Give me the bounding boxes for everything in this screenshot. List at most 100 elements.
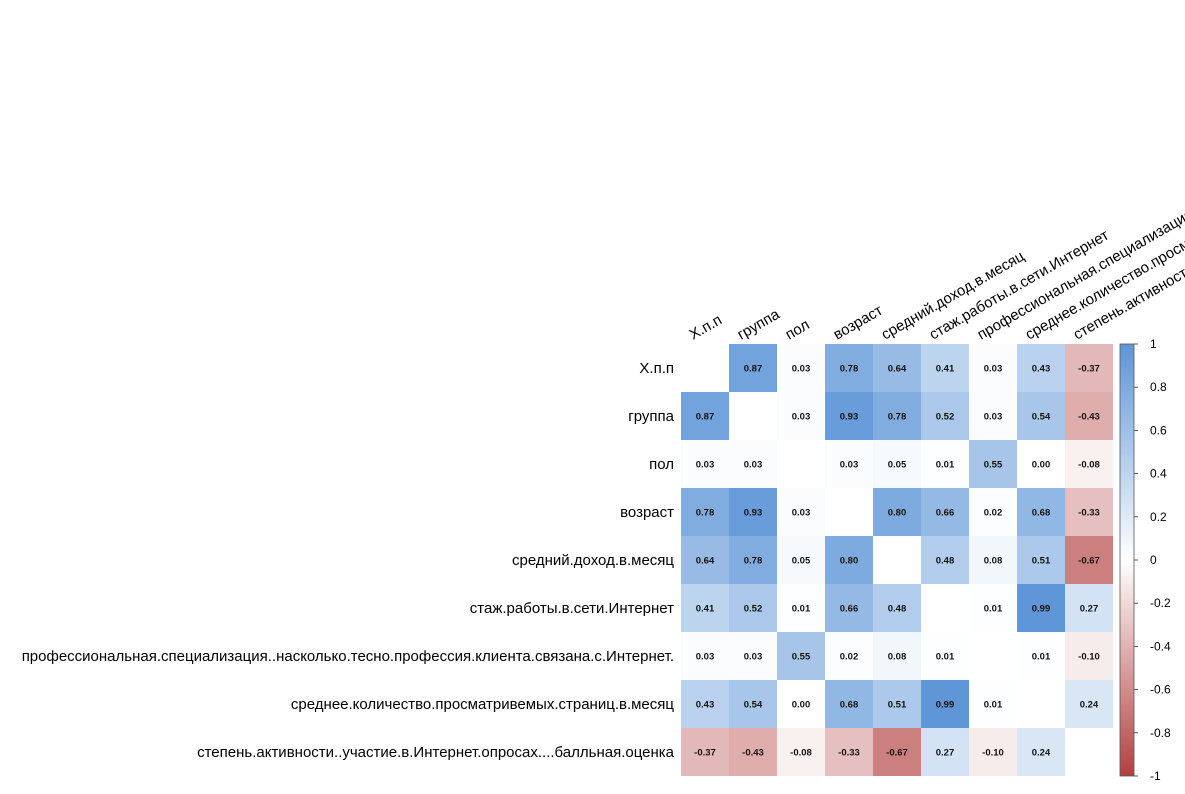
- cell-value-label: 0.03: [744, 460, 763, 471]
- cell-value-label: 0.52: [744, 604, 763, 615]
- cell-value-label: 0.48: [888, 604, 907, 615]
- cell-value-label: 0.80: [888, 508, 907, 519]
- cell-value-label: 0.02: [984, 508, 1003, 519]
- row-label: стаж.работы.в.сети.Интернет: [470, 600, 674, 617]
- cell-value-label: 0.01: [984, 700, 1003, 711]
- legend-tick-label: 1: [1150, 337, 1157, 351]
- row-label: группа: [628, 408, 674, 425]
- heatmap-cell: [969, 632, 1017, 680]
- cell-value-label: 0.78: [744, 556, 763, 567]
- cell-value-label: -0.43: [1078, 412, 1100, 423]
- cell-value-label: 0.01: [936, 652, 955, 663]
- cell-value-label: -0.10: [1078, 652, 1100, 663]
- cell-value-label: 0.03: [984, 412, 1003, 423]
- heatmap-cell: [1017, 680, 1065, 728]
- legend-colorbar: [1120, 344, 1134, 776]
- cell-value-label: 0.03: [792, 412, 811, 423]
- cell-value-label: 0.99: [936, 700, 955, 711]
- heatmap-cell: [873, 536, 921, 584]
- cell-value-label: 0.02: [840, 652, 859, 663]
- cell-value-label: 0.78: [696, 508, 715, 519]
- cell-value-label: 0.03: [840, 460, 859, 471]
- cell-value-label: 0.48: [936, 556, 955, 567]
- column-label: возраст: [831, 302, 886, 344]
- cell-value-label: 0.03: [696, 652, 715, 663]
- cell-value-label: 0.01: [792, 604, 811, 615]
- cell-value-label: -0.08: [1078, 460, 1100, 471]
- heatmap-cell: [729, 392, 777, 440]
- cell-value-label: 0.24: [1032, 748, 1051, 759]
- cell-value-label: -0.37: [694, 748, 716, 759]
- cell-value-label: 0.51: [1032, 556, 1051, 567]
- heatmap-cell: [777, 440, 825, 488]
- cell-value-label: 0.64: [888, 364, 907, 375]
- cell-value-label: 0.03: [744, 652, 763, 663]
- cell-value-label: 0.66: [936, 508, 955, 519]
- cell-value-label: 0.64: [696, 556, 715, 567]
- cell-value-label: 0.03: [792, 364, 811, 375]
- cell-value-label: 0.43: [1032, 364, 1051, 375]
- legend-tick-label: -0.8: [1150, 726, 1171, 740]
- cell-value-label: 0.08: [984, 556, 1003, 567]
- cell-value-label: 0.87: [696, 412, 715, 423]
- cell-value-label: 0.27: [1080, 604, 1099, 615]
- cell-value-label: 0.27: [936, 748, 955, 759]
- cell-value-label: 0.03: [696, 460, 715, 471]
- cell-value-label: 0.00: [792, 700, 811, 711]
- legend-tick-label: 0: [1150, 553, 1157, 567]
- cell-value-label: 0.78: [840, 364, 859, 375]
- cell-value-label: 0.54: [744, 700, 763, 711]
- cell-value-label: 0.01: [1032, 652, 1051, 663]
- row-label: среднее.количество.просматривемых.страни…: [291, 696, 674, 713]
- cell-value-label: 0.00: [1032, 460, 1051, 471]
- cell-value-label: -0.08: [790, 748, 812, 759]
- cell-value-label: -0.33: [838, 748, 860, 759]
- heatmap-cell: [1065, 728, 1113, 776]
- heatmap-cell: [681, 344, 729, 392]
- legend-tick-label: 0.8: [1150, 380, 1167, 394]
- cell-value-label: 0.93: [840, 412, 859, 423]
- cell-value-label: 0.55: [984, 460, 1003, 471]
- cell-value-label: 0.66: [840, 604, 859, 615]
- cell-value-label: 0.80: [840, 556, 859, 567]
- cell-value-label: 0.78: [888, 412, 907, 423]
- color-legend: 10.80.60.40.20-0.2-0.4-0.6-0.8-1: [1120, 337, 1171, 783]
- row-label: X.п.п: [639, 360, 674, 377]
- cell-value-label: 0.01: [936, 460, 955, 471]
- legend-tick-label: 0.6: [1150, 423, 1167, 437]
- legend-tick-label: 0.2: [1150, 510, 1167, 524]
- row-label: средний.доход.в.месяц: [512, 552, 674, 569]
- cell-value-label: -0.67: [1078, 556, 1100, 567]
- cell-value-label: 0.03: [984, 364, 1003, 375]
- cell-value-label: 0.05: [792, 556, 811, 567]
- cell-value-label: 0.93: [744, 508, 763, 519]
- legend-tick-label: 0.4: [1150, 467, 1167, 481]
- cell-value-label: 0.05: [888, 460, 907, 471]
- cell-value-label: 0.51: [888, 700, 907, 711]
- cell-value-label: -0.43: [742, 748, 764, 759]
- cell-value-label: 0.52: [936, 412, 955, 423]
- heatmap-cell: [921, 584, 969, 632]
- cell-value-label: 0.24: [1080, 700, 1099, 711]
- cell-value-label: 0.54: [1032, 412, 1051, 423]
- cell-value-label: 0.99: [1032, 604, 1051, 615]
- cell-value-label: 0.03: [792, 508, 811, 519]
- cell-value-label: -0.33: [1078, 508, 1100, 519]
- legend-tick-label: -0.4: [1150, 639, 1171, 653]
- cell-value-label: -0.10: [982, 748, 1004, 759]
- column-label: группа: [735, 306, 784, 344]
- column-label: X.п.п: [687, 311, 725, 343]
- legend-tick-label: -0.6: [1150, 683, 1171, 697]
- cell-value-label: 0.43: [696, 700, 715, 711]
- cell-value-label: 0.55: [792, 652, 811, 663]
- row-label: пол: [649, 456, 674, 473]
- row-label: профессиональная.специализация..наскольк…: [22, 648, 674, 665]
- cell-value-label: 0.41: [696, 604, 715, 615]
- legend-tick-label: -0.2: [1150, 596, 1171, 610]
- cell-value-label: -0.37: [1078, 364, 1100, 375]
- column-label: пол: [783, 316, 813, 343]
- cell-value-label: 0.87: [744, 364, 763, 375]
